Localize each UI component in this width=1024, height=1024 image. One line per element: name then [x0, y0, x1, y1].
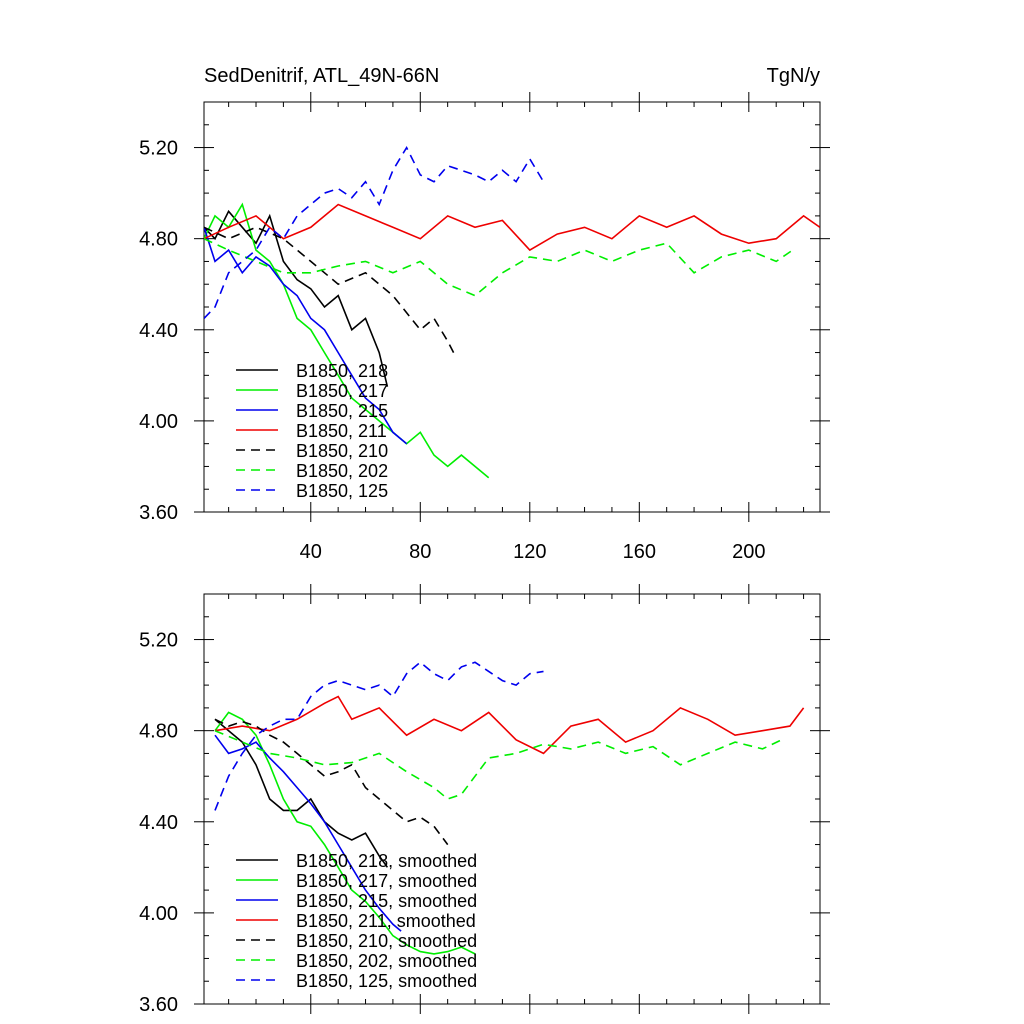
- legend-label: B1850, 202, smoothed: [296, 951, 477, 971]
- legend-label: B1850, 211, smoothed: [296, 911, 476, 931]
- series-line-5: [214, 718, 449, 846]
- x-tick-label: 200: [732, 541, 765, 563]
- y-tick-label: 4.40: [139, 812, 178, 834]
- legend-label: B1850, 125, smoothed: [296, 971, 477, 991]
- y-tick-label: 4.00: [139, 411, 178, 433]
- series-line-4: [214, 695, 805, 755]
- legend-label: B1850, 211: [296, 421, 387, 441]
- series-line-1: [214, 718, 389, 868]
- series-line-2: [204, 202, 490, 479]
- series-line-7: [214, 661, 544, 811]
- x-tick-label: 40: [300, 541, 322, 563]
- legend-label: B1850, 210, smoothed: [296, 931, 477, 951]
- chart-title-right: TgN/y: [767, 65, 820, 87]
- legend-label: B1850, 202: [296, 461, 388, 481]
- series-line-6: [204, 237, 794, 297]
- legend-label: B1850, 217, smoothed: [296, 871, 477, 891]
- legend-label: B1850, 215, smoothed: [296, 891, 477, 911]
- legend-label: B1850, 210: [296, 441, 388, 461]
- series-line-2: [214, 711, 476, 955]
- y-tick-label: 4.40: [139, 320, 178, 342]
- x-tick-label: 80: [409, 541, 431, 563]
- series-line-3: [204, 227, 408, 445]
- legend-label: B1850, 125: [296, 481, 388, 501]
- series-line-4: [204, 203, 820, 252]
- x-tick-label: 160: [623, 541, 656, 563]
- y-tick-label: 5.20: [139, 630, 178, 652]
- chart-title-left: SedDenitrif, ATL_49N-66N: [204, 65, 439, 87]
- series-line-5: [204, 226, 457, 358]
- series-line-7: [204, 145, 545, 319]
- y-tick-label: 3.60: [139, 994, 178, 1016]
- y-tick-label: 4.80: [139, 721, 178, 743]
- series-line-3: [214, 734, 402, 932]
- legend-label: B1850, 215: [296, 401, 388, 421]
- legend-label: B1850, 218: [296, 361, 388, 381]
- series-line-1: [204, 209, 389, 387]
- y-tick-label: 3.60: [139, 502, 178, 524]
- x-tick-label: 120: [513, 541, 546, 563]
- legend-label: B1850, 218, smoothed: [296, 851, 477, 871]
- y-tick-label: 4.00: [139, 903, 178, 925]
- legend-label: B1850, 217: [296, 381, 388, 401]
- series-line-6: [214, 729, 783, 800]
- y-tick-label: 4.80: [139, 229, 178, 251]
- y-tick-label: 5.20: [139, 138, 178, 160]
